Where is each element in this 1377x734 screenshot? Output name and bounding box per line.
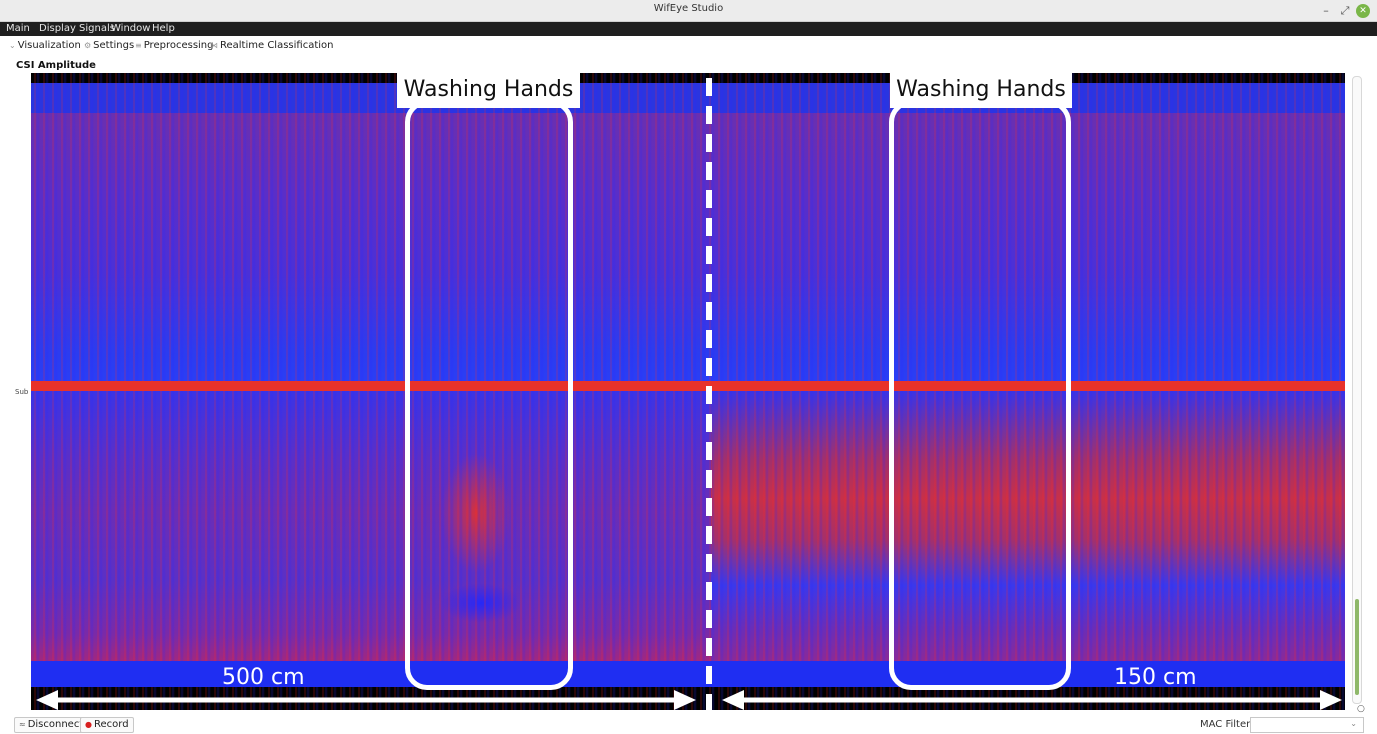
gear-icon: ⚙: [84, 41, 92, 50]
chart-icon: ⌄: [9, 41, 16, 50]
heatmap-activity-region: [441, 583, 521, 623]
distance-label-right: 150 cm: [1114, 665, 1197, 690]
mac-filter-label: MAC Filter: [1200, 719, 1251, 730]
activity-label-left: Washing Hands: [397, 72, 580, 108]
minimize-icon[interactable]: –: [1323, 4, 1329, 17]
disconnect-label: Disconnect: [27, 719, 84, 730]
record-label: Record: [93, 719, 129, 730]
close-icon[interactable]: ✕: [1356, 4, 1370, 18]
menu-help[interactable]: Help: [152, 23, 175, 34]
heatmap-band: [31, 113, 1345, 381]
heatmap-texture: [31, 73, 1345, 710]
menu-bar: Main Display Signals Window Help: [0, 22, 1377, 36]
menu-window[interactable]: Window: [111, 23, 151, 34]
menu-main[interactable]: Main: [6, 23, 30, 34]
mac-filter-input[interactable]: ⌄: [1250, 717, 1364, 733]
classify-icon: ⋈: [210, 41, 218, 50]
heatmap-band: [711, 391, 1345, 661]
tab-realtime-classification[interactable]: ⋈ Realtime Classification: [210, 40, 334, 51]
heatmap-activity-region: [441, 453, 511, 573]
divider-dashed-line: [706, 50, 712, 712]
chevron-down-icon[interactable]: ⌄: [1350, 719, 1357, 728]
y-axis-label: Sub: [15, 388, 29, 396]
tab-label: Settings: [93, 40, 135, 51]
tab-visualization[interactable]: ⌄ Visualization: [9, 40, 81, 51]
heatmap-band: [31, 83, 1345, 113]
plot-title: CSI Amplitude: [16, 60, 96, 71]
distance-arrow-right-icon: [722, 690, 1342, 710]
record-icon: ●: [85, 720, 92, 729]
activity-box-right: [889, 100, 1071, 690]
record-button[interactable]: ● Record: [80, 717, 134, 733]
distance-arrow-left-icon: [36, 690, 696, 710]
restore-icon[interactable]: ⤢: [1340, 4, 1350, 17]
heatmap-band: [31, 391, 711, 661]
scroll-reset-icon[interactable]: ○: [1357, 704, 1365, 714]
activity-label-right: Washing Hands: [890, 72, 1072, 108]
window-title: WifEye Studio: [653, 3, 724, 14]
heatmap-band: [31, 661, 1345, 687]
scrollbar-thumb[interactable]: [1355, 599, 1359, 695]
distance-label-left: 500 cm: [222, 665, 305, 690]
tab-label: Visualization: [17, 40, 81, 51]
vertical-scrollbar[interactable]: [1352, 76, 1362, 704]
tab-label: Preprocessing: [143, 40, 214, 51]
csi-heatmap: [31, 73, 1345, 710]
tab-preprocessing[interactable]: ≡ Preprocessing: [135, 40, 214, 51]
heatmap-red-line: [31, 381, 1345, 391]
filter-icon: ≡: [135, 41, 142, 50]
disconnect-button[interactable]: ≈ Disconnect: [14, 717, 89, 733]
disconnect-icon: ≈: [19, 720, 26, 729]
tab-label: Realtime Classification: [220, 40, 334, 51]
bottom-bar: ≈ Disconnect ● Record MAC Filter ⌄: [0, 714, 1377, 734]
activity-box-left: [405, 100, 573, 690]
title-bar: WifEye Studio – ⤢ ✕: [0, 0, 1377, 22]
tab-settings[interactable]: ⚙ Settings: [84, 40, 134, 51]
menu-display-signals[interactable]: Display Signals: [39, 23, 115, 34]
